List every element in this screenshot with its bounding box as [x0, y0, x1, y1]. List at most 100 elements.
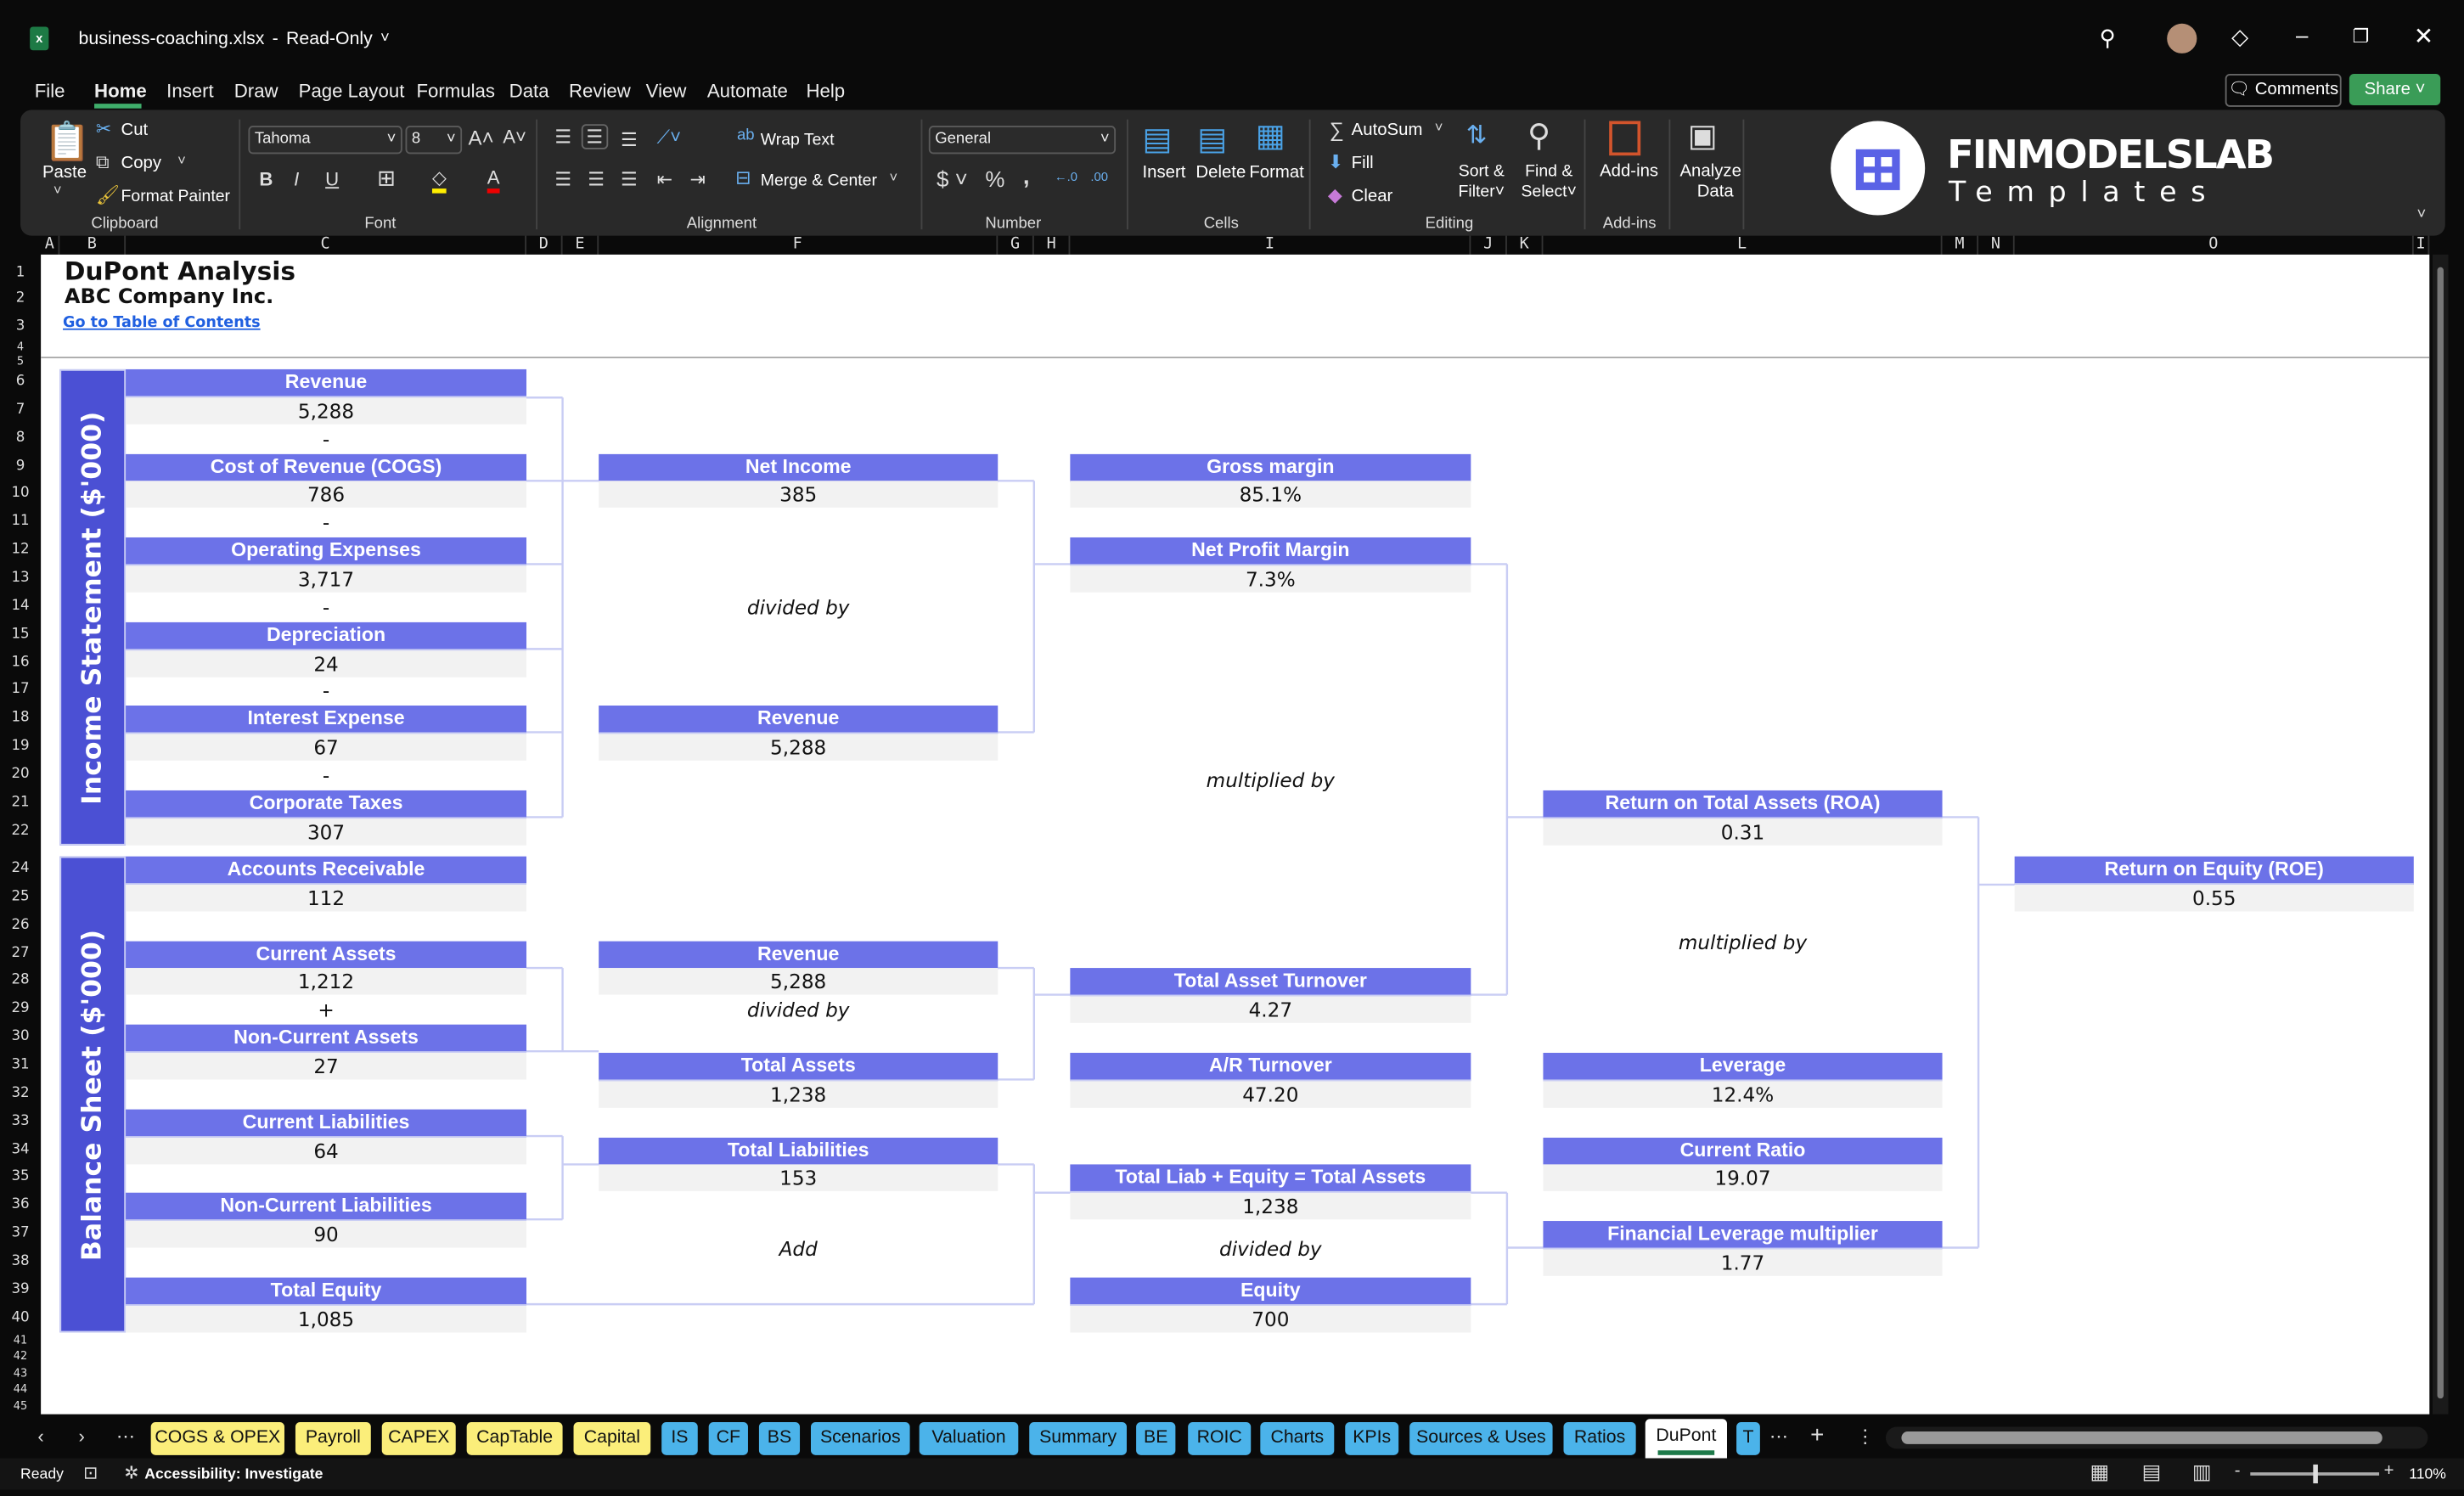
sheet-tab[interactable]: Payroll — [295, 1421, 371, 1455]
row-header[interactable]: 44 — [13, 1383, 28, 1396]
metric-value[interactable]: 153 — [599, 1165, 999, 1192]
row-header[interactable]: 30 — [11, 1029, 30, 1045]
column-header[interactable]: D — [526, 235, 563, 255]
row-header[interactable]: 31 — [11, 1057, 30, 1073]
scroll-thumb[interactable] — [1901, 1431, 2382, 1444]
macro-icon[interactable]: ⊡ — [83, 1464, 98, 1484]
sheet-tab[interactable]: BE — [1136, 1421, 1176, 1455]
column-header[interactable]: M — [1943, 235, 1979, 255]
decrease-indent-icon[interactable]: ⇤ — [656, 168, 673, 190]
increase-font-icon[interactable]: A˄ — [468, 126, 494, 149]
sheet-tab[interactable]: Summary — [1029, 1421, 1128, 1455]
page-break-view-icon[interactable]: ▥ — [2191, 1459, 2212, 1484]
collapse-ribbon-icon[interactable]: ˅ — [2416, 205, 2427, 223]
sheet-tab[interactable]: Valuation — [919, 1421, 1019, 1455]
align-center-icon[interactable]: ☰ — [588, 168, 605, 190]
column-header[interactable]: O — [2015, 235, 2414, 255]
menu-view[interactable]: View — [645, 80, 687, 103]
normal-view-icon[interactable]: ▦ — [2090, 1459, 2110, 1484]
paste-icon[interactable]: 📋 — [43, 121, 92, 164]
chevron-down-icon[interactable]: ˅ — [889, 169, 898, 186]
font-color-icon[interactable]: A — [487, 166, 500, 194]
metric-value[interactable]: 47.20 — [1070, 1080, 1471, 1108]
italic-icon[interactable]: I — [294, 168, 300, 190]
zoom-out-icon[interactable]: - — [2234, 1461, 2241, 1481]
column-header[interactable]: K — [1507, 235, 1544, 255]
borders-icon[interactable]: ⊞ — [377, 165, 396, 190]
menu-insert[interactable]: Insert — [166, 80, 214, 103]
row-header[interactable]: 16 — [11, 654, 30, 671]
metric-value[interactable]: 1,238 — [1070, 1193, 1471, 1220]
row-header[interactable]: 40 — [11, 1309, 30, 1326]
metric-value[interactable]: 1.77 — [1543, 1249, 1943, 1276]
wrap-text-button[interactable]: Wrap Text — [760, 130, 835, 149]
zoom-slider[interactable] — [2250, 1464, 2380, 1484]
metric-value[interactable]: 12.4% — [1543, 1080, 1943, 1108]
row-header[interactable]: 26 — [11, 917, 30, 933]
row-header[interactable]: 1 — [15, 265, 25, 282]
orientation-icon[interactable]: ⟋˅ — [656, 126, 682, 148]
add-sheet-icon[interactable]: + — [1810, 1421, 1825, 1449]
metric-value[interactable]: 67 — [126, 734, 527, 761]
row-header[interactable]: 39 — [11, 1281, 30, 1298]
chevron-down-icon[interactable]: ˅ — [380, 30, 390, 48]
row-header[interactable]: 13 — [11, 570, 30, 587]
sheet-tab[interactable]: CF — [708, 1421, 748, 1455]
cut-button[interactable]: Cut — [121, 121, 149, 140]
percent-icon[interactable]: % — [985, 166, 1005, 192]
row-header[interactable]: 4 — [16, 340, 25, 354]
metric-value[interactable]: 307 — [126, 818, 527, 845]
sort-filter-button[interactable]: Sort & Filter˅ — [1458, 161, 1505, 201]
minimize-icon[interactable]: – — [2295, 21, 2309, 48]
close-icon[interactable]: ✕ — [2413, 23, 2434, 51]
metric-value[interactable]: 24 — [126, 650, 527, 677]
format-cells-button[interactable]: Format — [1249, 163, 1304, 183]
metric-value[interactable]: 385 — [599, 481, 999, 509]
add-ins-button[interactable]: Add-ins — [1600, 161, 1659, 181]
row-header[interactable]: 6 — [15, 374, 25, 390]
paste-button[interactable]: Paste — [42, 163, 87, 183]
row-header[interactable]: 36 — [11, 1197, 30, 1214]
metric-value[interactable]: 5,288 — [599, 734, 999, 761]
column-header[interactable]: J — [1471, 235, 1507, 255]
diamond-icon[interactable]: ◇ — [2231, 23, 2249, 49]
row-header[interactable]: 3 — [15, 318, 25, 335]
analyze-data-button[interactable]: Analyze Data — [1679, 162, 1741, 203]
row-header[interactable]: 22 — [11, 823, 30, 839]
row-header[interactable]: 5 — [16, 355, 25, 368]
increase-decimal-icon[interactable]: ←.0 — [1054, 169, 1078, 184]
metric-value[interactable]: 90 — [126, 1221, 527, 1248]
sheet-tab[interactable]: KPIs — [1345, 1421, 1399, 1455]
horizontal-scrollbar[interactable] — [1885, 1426, 2428, 1449]
row-header[interactable]: 32 — [11, 1085, 30, 1102]
worksheet[interactable]: DuPont Analysis ABC Company Inc. Go to T… — [41, 254, 2430, 1414]
sheet-tab[interactable]: CAPEX — [381, 1421, 456, 1455]
row-header[interactable]: 29 — [11, 1001, 30, 1017]
metric-value[interactable]: 786 — [126, 481, 527, 509]
delete-cells-button[interactable]: Delete — [1195, 163, 1246, 183]
menu-formulas[interactable]: Formulas — [416, 80, 496, 103]
zoom-in-icon[interactable]: + — [2383, 1461, 2394, 1481]
metric-value[interactable]: 5,288 — [126, 396, 527, 425]
share-button[interactable]: Share ˅ — [2349, 73, 2441, 106]
sheet-tab[interactable]: T — [1736, 1421, 1760, 1455]
metric-value[interactable]: 700 — [1070, 1305, 1471, 1332]
row-header[interactable]: 37 — [11, 1225, 30, 1242]
align-bottom-icon[interactable]: ☰ — [621, 128, 638, 151]
align-middle-icon[interactable]: ☰ — [581, 124, 608, 149]
row-header[interactable]: 19 — [11, 738, 30, 755]
next-sheet-icon[interactable]: › — [78, 1425, 85, 1448]
menu-file[interactable]: File — [34, 80, 65, 103]
row-header[interactable]: 42 — [13, 1350, 28, 1364]
menu-data[interactable]: Data — [509, 80, 549, 103]
row-header[interactable]: 8 — [15, 430, 25, 447]
row-header[interactable]: 38 — [11, 1253, 30, 1270]
sheet-tab[interactable]: CapTable — [466, 1421, 563, 1455]
row-header[interactable]: 27 — [11, 945, 30, 961]
number-format-dropdown[interactable]: General ˅ — [928, 126, 1117, 155]
sheet-tab[interactable]: Capital — [573, 1421, 651, 1455]
metric-value[interactable]: 112 — [126, 884, 527, 912]
column-header[interactable]: G — [998, 235, 1034, 255]
fill-button[interactable]: Fill — [1351, 154, 1374, 173]
metric-value[interactable]: 27 — [126, 1052, 527, 1080]
